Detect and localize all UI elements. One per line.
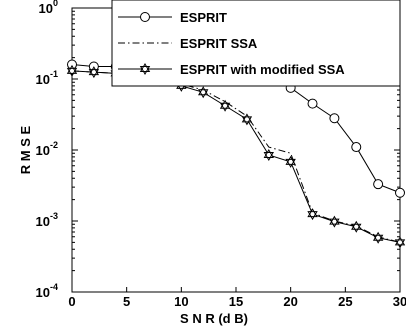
x-axis-label: S N R (d B)	[180, 311, 248, 326]
x-tick-label: 20	[283, 294, 297, 309]
y-tick-label: 10-1	[36, 69, 58, 87]
y-tick-exponent: -4	[50, 282, 58, 292]
y-tick-exponent: -3	[50, 211, 58, 221]
legend-label: ESPRIT	[180, 10, 227, 25]
y-tick-base: 10	[36, 285, 50, 300]
data-point-circle	[307, 98, 318, 109]
y-tick-label: 100	[39, 0, 58, 16]
data-point-star	[241, 113, 253, 123]
data-point-star-outline	[307, 211, 318, 221]
data-point-star-outline	[351, 223, 362, 233]
y-tick-exponent: 0	[53, 0, 58, 8]
series-line-1	[71, 70, 401, 243]
y-tick-exponent: -2	[50, 140, 58, 150]
y-tick-label: 10-3	[36, 211, 58, 229]
x-tick-label: 25	[338, 294, 352, 309]
x-tick-label: 30	[393, 294, 406, 309]
data-point-star-outline	[139, 66, 151, 76]
y-tick-label: 10-4	[36, 282, 58, 300]
legend-box	[111, 0, 401, 87]
y-tick-base: 10	[39, 1, 53, 16]
series-group	[66, 59, 406, 249]
data-point-circle	[140, 12, 150, 22]
x-tick-label: 10	[174, 294, 188, 309]
data-point-star-outline	[219, 102, 231, 112]
data-point-star-outline	[329, 218, 340, 228]
data-point-star-outline	[285, 158, 296, 168]
y-axis-label: R M S E	[18, 125, 33, 174]
data-point-star-outline	[88, 69, 100, 79]
data-point-star-outline	[66, 67, 78, 77]
data-point-circle	[373, 179, 384, 190]
data-point-star-outline	[372, 234, 384, 244]
data-point-star-outline	[263, 152, 274, 162]
x-tick-label: 15	[229, 294, 243, 309]
legend-label: ESPRIT with modified SSA	[180, 62, 345, 77]
y-tick-exponent: -1	[50, 69, 58, 79]
x-tick-label: 0	[68, 294, 75, 309]
data-point-star-outline	[241, 116, 253, 126]
legend: ESPRIT ESPRIT SSA ESPRIT with modified SSA	[111, 0, 401, 87]
y-tick-base: 10	[36, 72, 50, 87]
data-point-circle	[351, 142, 362, 153]
series-line-2	[71, 70, 401, 243]
data-point-star	[219, 99, 231, 109]
x-tick-label: 5	[123, 294, 130, 309]
data-point-circle	[329, 113, 340, 124]
legend-label: ESPRIT SSA	[180, 36, 258, 51]
y-tick-label: 10-2	[36, 140, 58, 158]
data-point-star-outline	[198, 89, 209, 99]
data-point-circle	[395, 187, 405, 198]
y-tick-base: 10	[36, 143, 50, 158]
y-tick-base: 10	[36, 214, 50, 229]
data-point-star-outline	[394, 239, 406, 249]
